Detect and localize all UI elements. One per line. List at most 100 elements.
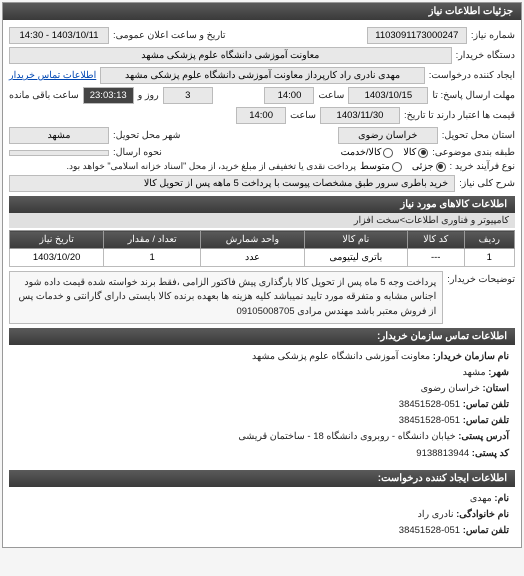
delivery-type-value <box>9 150 109 156</box>
row-buyer-org: دستگاه خریدار: معاونت آموزشی دانشگاه علو… <box>9 47 515 64</box>
deadline-date: 1403/10/15 <box>348 87 428 104</box>
radio-kala-label: کالا <box>403 147 416 158</box>
desc-value: خرید باطری سرور طبق مشخصات پیوست با پردا… <box>9 175 455 192</box>
cfamily-label: نام خانوادگی: <box>456 509 509 520</box>
cell-date: 1403/10/20 <box>10 249 104 267</box>
buyer-note-value: پرداخت وجه 5 ماه پس از تحویل کالا بارگذا… <box>9 271 443 324</box>
cfamily-value: نادری راد <box>418 509 454 520</box>
deadline-time: 14:00 <box>264 87 314 104</box>
city-value: مشهد <box>9 127 109 144</box>
radio-medium-label: متوسط <box>360 161 390 172</box>
payment-note: پرداخت نقدی یا تخفیفی از مبلغ خرید، از م… <box>9 161 356 172</box>
remain-label: روز و <box>138 90 159 101</box>
panel-body: شماره نیاز: 1103091173000247 تاریخ و ساع… <box>3 20 521 547</box>
ccity-label: شهر: <box>488 367 509 378</box>
remain-suffix: ساعت باقی مانده <box>9 90 79 101</box>
row-province: استان محل تحویل: خراسان رضوی شهر محل تحو… <box>9 127 515 144</box>
panel-title: جزئیات اطلاعات نیاز <box>3 3 521 20</box>
col-row: ردیف <box>464 231 514 249</box>
row-valid-to: قیمت ها اعتبار دارند تا تاریخ: 1403/11/3… <box>9 107 515 124</box>
cpostal-value: 9138813944 <box>416 448 469 459</box>
request-no-value: 1103091173000247 <box>367 27 467 44</box>
radio-khadamat[interactable]: کالا/خدمت <box>341 147 394 158</box>
radio-medium[interactable]: متوسط <box>360 161 402 172</box>
cell-name: باتری لیتیومی <box>304 249 407 267</box>
caddr-label: آدرس پستی: <box>458 431 509 442</box>
row-pkg: طبقه بندی موضوعی: کالا کالا/خدمت نحوه ار… <box>9 147 515 158</box>
requester-value: مهدی نادری راد کارپرداز معاونت آموزشی دا… <box>100 67 425 84</box>
row-desc: شرح کلی نیاز: خرید باطری سرور طبق مشخصات… <box>9 175 515 192</box>
radio-khadamat-label: کالا/خدمت <box>341 147 382 158</box>
items-table: ردیف کد کالا نام کالا واحد شمارش تعداد /… <box>9 230 515 267</box>
radio-dot-icon <box>418 148 428 158</box>
cctel-label: تلفن تماس: <box>463 525 509 536</box>
radio-kala[interactable]: کالا <box>403 147 428 158</box>
valid-to-date: 1403/11/30 <box>320 107 400 124</box>
row-process: نوع فرآیند خرید : جزئی متوسط پرداخت نقدی… <box>9 161 515 172</box>
ccity-value: مشهد <box>463 367 486 378</box>
org-value: معاونت آموزشی دانشگاه علوم پزشکی مشهد <box>252 351 430 362</box>
requester-label: ایجاد کننده درخواست: <box>429 70 515 81</box>
radio-small-label: جزئی <box>412 161 434 172</box>
radio-dot-icon <box>436 162 446 172</box>
buyer-note-label: توضیحات خریدار: <box>447 271 515 285</box>
time-label-1: ساعت <box>318 90 344 101</box>
days-left: 3 <box>163 87 213 104</box>
radio-dot-icon <box>392 162 402 172</box>
table-row[interactable]: 1 --- باتری لیتیومی عدد 1 1403/10/20 <box>10 249 515 267</box>
public-datetime-label: تاریخ و ساعت اعلان عمومی: <box>113 30 226 41</box>
deadline-label: مهلت ارسال پاسخ: تا <box>432 90 515 101</box>
row-requester: ایجاد کننده درخواست: مهدی نادری راد کارپ… <box>9 67 515 84</box>
cname-value: مهدی <box>470 493 492 504</box>
valid-to-time: 14:00 <box>236 107 286 124</box>
col-name: نام کالا <box>304 231 407 249</box>
request-no-label: شماره نیاز: <box>471 30 515 41</box>
public-datetime-value: 1403/10/11 - 14:30 <box>9 27 109 44</box>
process-label: نوع فرآیند خرید : <box>450 161 515 172</box>
row-request-no: شماره نیاز: 1103091173000247 تاریخ و ساع… <box>9 27 515 44</box>
row-deadline: مهلت ارسال پاسخ: تا 1403/10/15 ساعت 14:0… <box>9 87 515 104</box>
radio-small[interactable]: جزئی <box>412 161 446 172</box>
cell-qty: 1 <box>104 249 201 267</box>
row-buyer-note: توضیحات خریدار: پرداخت وجه 5 ماه پس از ت… <box>9 271 515 324</box>
details-panel: جزئیات اطلاعات نیاز شماره نیاز: 11030911… <box>2 2 522 548</box>
cell-code: --- <box>407 249 464 267</box>
contact-header: اطلاعات تماس سازمان خریدار: <box>9 328 515 345</box>
cpostal-label: کد پستی: <box>472 448 509 459</box>
contact-block: نام سازمان خریدار: معاونت آموزشی دانشگاه… <box>9 345 515 466</box>
province-value: خراسان رضوی <box>338 127 438 144</box>
col-qty: تعداد / مقدار <box>104 231 201 249</box>
caddr-value: خیابان دانشگاه - روبروی دانشگاه 18 - ساخ… <box>238 431 455 442</box>
cfax-label: تلفن تماس: <box>463 415 509 426</box>
buyer-org-label: دستگاه خریدار: <box>456 50 515 61</box>
time-label-2: ساعت <box>290 110 316 121</box>
remain-time: 23:03:13 <box>83 87 134 104</box>
table-header-row: ردیف کد کالا نام کالا واحد شمارش تعداد /… <box>10 231 515 249</box>
cname-label: نام: <box>494 493 509 504</box>
ctel-value: 051-38451528 <box>399 399 460 410</box>
cfax-value: 051-38451528 <box>399 415 460 426</box>
cprovince-label: استان: <box>482 383 509 394</box>
city-label: شهر محل تحویل: <box>113 130 180 141</box>
pkg-radio-group: کالا کالا/خدمت <box>341 147 429 158</box>
process-radio-group: جزئی متوسط <box>360 161 446 172</box>
cell-row: 1 <box>464 249 514 267</box>
pkg-label: طبقه بندی موضوعی: <box>432 147 515 158</box>
cctel-value: 051-38451528 <box>399 525 460 536</box>
creator-header: اطلاعات ایجاد کننده درخواست: <box>9 470 515 487</box>
items-header: اطلاعات کالاهای مورد نیاز <box>9 196 515 213</box>
desc-label: شرح کلی نیاز: <box>459 178 515 189</box>
province-label: استان محل تحویل: <box>442 130 515 141</box>
org-label: نام سازمان خریدار: <box>433 351 509 362</box>
col-code: کد کالا <box>407 231 464 249</box>
cell-unit: عدد <box>201 249 305 267</box>
radio-dot-icon <box>383 148 393 158</box>
cprovince-value: خراسان رضوی <box>421 383 480 394</box>
buyer-contact-link[interactable]: اطلاعات تماس خریدار <box>9 70 96 81</box>
col-date: تاریخ نیاز <box>10 231 104 249</box>
delivery-type-label: نحوه ارسال: <box>113 147 162 158</box>
buyer-org-value: معاونت آموزشی دانشگاه علوم پزشکی مشهد <box>9 47 452 64</box>
creator-block: نام: مهدی نام خانوادگی: نادری راد تلفن ت… <box>9 487 515 543</box>
col-unit: واحد شمارش <box>201 231 305 249</box>
valid-to-label: قیمت ها اعتبار دارند تا تاریخ: <box>404 110 515 121</box>
